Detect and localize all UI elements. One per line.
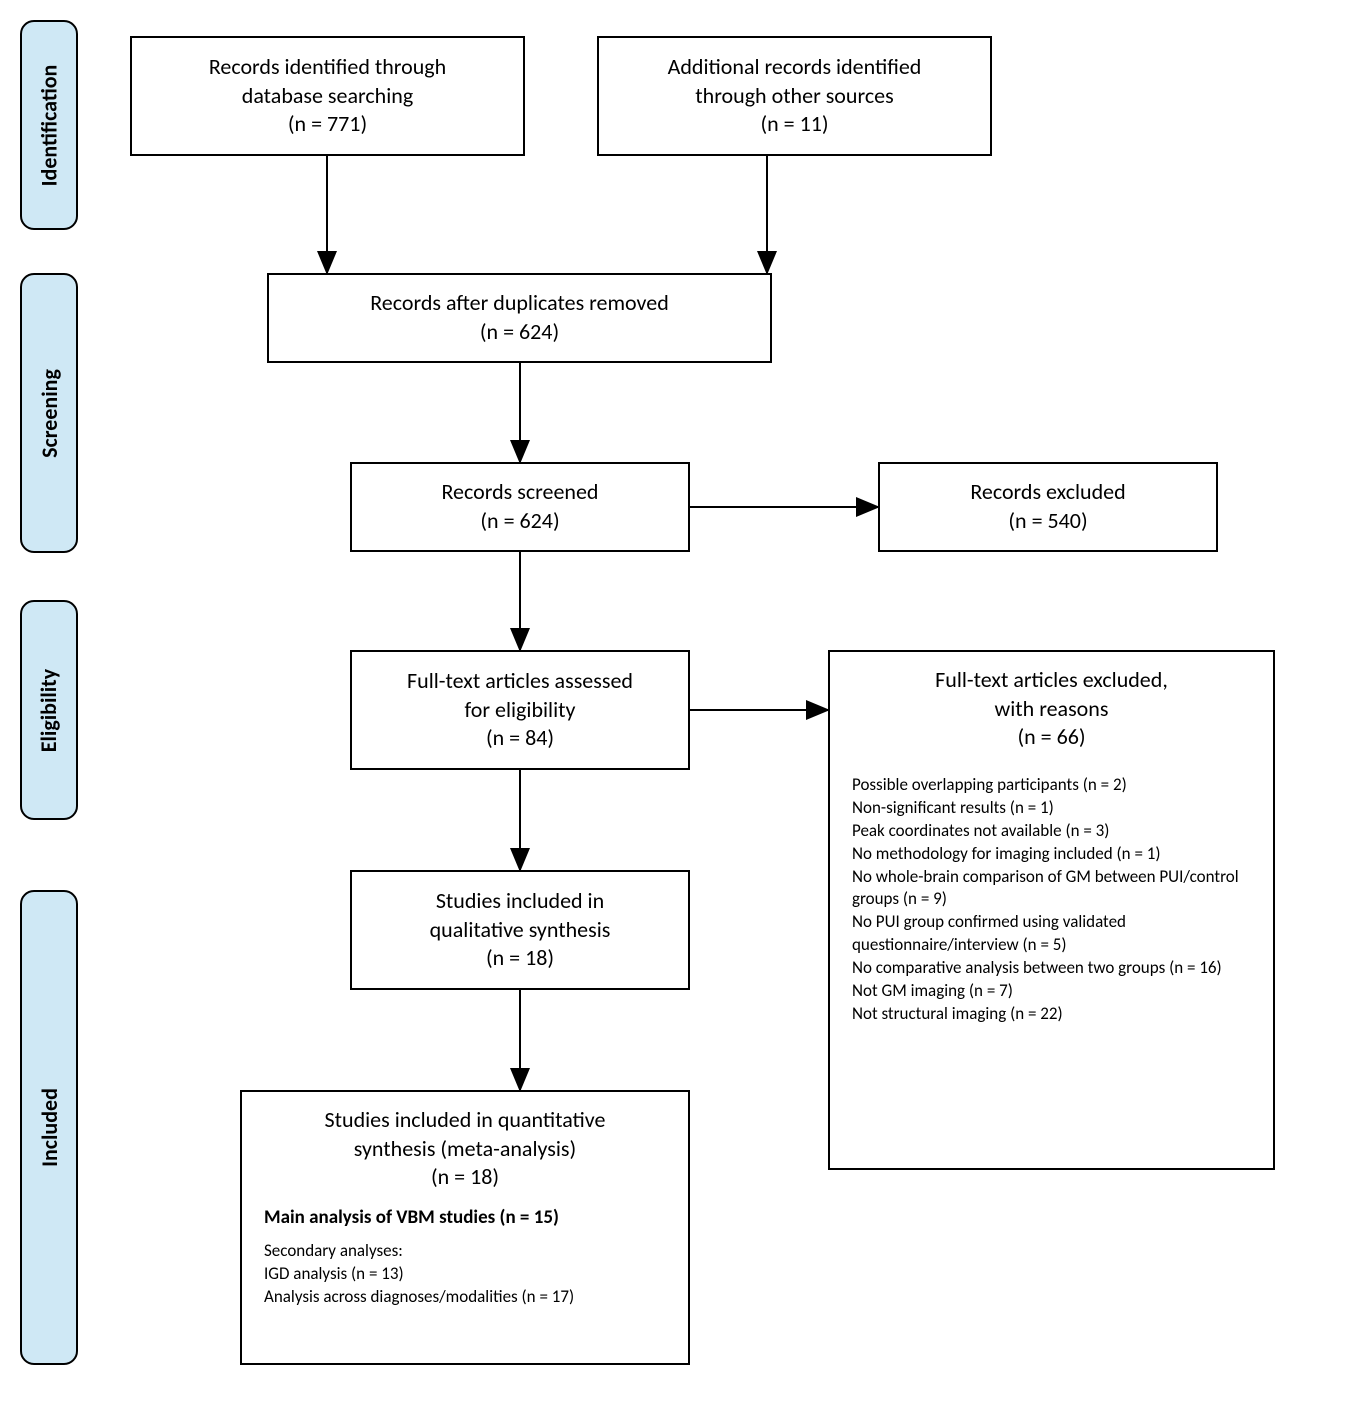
text: for eligibility bbox=[465, 696, 576, 725]
text: (n = 84) bbox=[486, 724, 554, 753]
text: Full-text articles assessed bbox=[407, 667, 633, 696]
text: with reasons bbox=[852, 695, 1251, 724]
reason: No comparative analysis between two grou… bbox=[852, 957, 1251, 980]
text: (n = 18) bbox=[486, 944, 554, 973]
secondary-item: Analysis across diagnoses/modalities (n … bbox=[264, 1286, 666, 1309]
text: (n = 771) bbox=[288, 110, 367, 139]
box-db-search: Records identified through database sear… bbox=[130, 36, 525, 156]
stage-eligibility-label: Eligibility bbox=[36, 668, 63, 751]
text: through other sources bbox=[695, 82, 893, 111]
text: Records screened bbox=[442, 478, 599, 507]
text: Records identified through bbox=[209, 53, 446, 82]
text: (n = 624) bbox=[480, 507, 559, 536]
reason: No whole-brain comparison of GM between … bbox=[852, 866, 1251, 912]
text: (n = 540) bbox=[1008, 507, 1087, 536]
box-fulltext-excluded: Full-text articles excluded, with reason… bbox=[828, 650, 1275, 1170]
stage-identification: Identification bbox=[20, 20, 78, 230]
reason: Non-significant results (n = 1) bbox=[852, 797, 1251, 820]
prisma-flowchart: Identification Screening Eligibility Inc… bbox=[20, 20, 1341, 1396]
box-excluded-screening: Records excluded (n = 540) bbox=[878, 462, 1218, 552]
text: qualitative synthesis bbox=[430, 916, 611, 945]
text: (n = 66) bbox=[852, 723, 1251, 752]
reason: Peak coordinates not available (n = 3) bbox=[852, 820, 1251, 843]
stage-identification-label: Identification bbox=[36, 64, 63, 186]
box-fulltext-assessed: Full-text articles assessed for eligibil… bbox=[350, 650, 690, 770]
text: database searching bbox=[242, 82, 413, 111]
text: (n = 624) bbox=[480, 318, 559, 347]
text: Studies included in quantitative bbox=[264, 1106, 666, 1135]
reason: No methodology for imaging included (n =… bbox=[852, 843, 1251, 866]
text: Additional records identified bbox=[668, 53, 922, 82]
reason: Possible overlapping participants (n = 2… bbox=[852, 774, 1251, 797]
text: synthesis (meta-analysis) bbox=[264, 1135, 666, 1164]
box-other-sources: Additional records identified through ot… bbox=[597, 36, 992, 156]
text: Full-text articles excluded, bbox=[852, 666, 1251, 695]
text: Records excluded bbox=[970, 478, 1125, 507]
main-analysis-label: Main analysis of VBM studies (n = 15) bbox=[264, 1206, 666, 1231]
stage-included-label: Included bbox=[36, 1088, 63, 1167]
stage-eligibility: Eligibility bbox=[20, 600, 78, 820]
text: (n = 11) bbox=[760, 110, 828, 139]
text: (n = 18) bbox=[264, 1163, 666, 1192]
reason: No PUI group confirmed using validated q… bbox=[852, 911, 1251, 957]
secondary-analyses: Secondary analyses: IGD analysis (n = 13… bbox=[264, 1240, 666, 1309]
reason: Not structural imaging (n = 22) bbox=[852, 1003, 1251, 1026]
secondary-item: IGD analysis (n = 13) bbox=[264, 1263, 666, 1286]
secondary-header: Secondary analyses: bbox=[264, 1240, 666, 1263]
stage-screening: Screening bbox=[20, 273, 78, 553]
box-qualitative: Studies included in qualitative synthesi… bbox=[350, 870, 690, 990]
text: Records after duplicates removed bbox=[370, 289, 669, 318]
exclusion-reasons-list: Possible overlapping participants (n = 2… bbox=[852, 774, 1251, 1026]
stage-included: Included bbox=[20, 890, 78, 1365]
text: Studies included in bbox=[436, 887, 604, 916]
box-after-duplicates: Records after duplicates removed (n = 62… bbox=[267, 273, 772, 363]
box-screened: Records screened (n = 624) bbox=[350, 462, 690, 552]
reason: Not GM imaging (n = 7) bbox=[852, 980, 1251, 1003]
box-quantitative: Studies included in quantitative synthes… bbox=[240, 1090, 690, 1365]
stage-screening-label: Screening bbox=[36, 369, 63, 458]
